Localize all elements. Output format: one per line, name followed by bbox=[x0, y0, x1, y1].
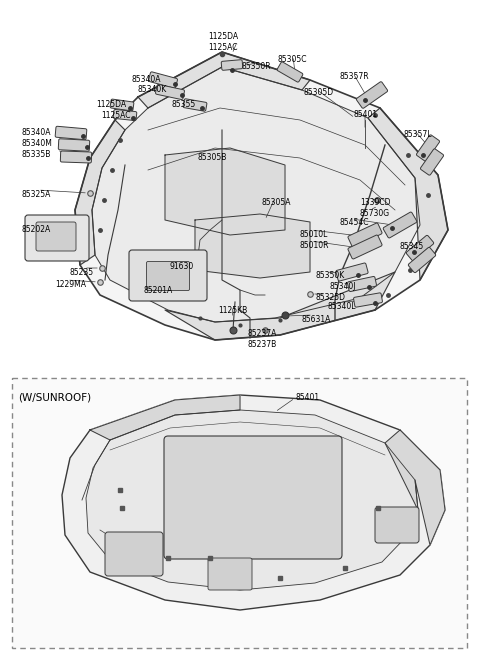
Text: 85202A: 85202A bbox=[22, 225, 51, 234]
Text: 1339CD: 1339CD bbox=[360, 198, 391, 207]
Text: 85305B: 85305B bbox=[198, 153, 228, 162]
Polygon shape bbox=[165, 272, 395, 340]
Text: 85010L: 85010L bbox=[300, 230, 328, 239]
Text: 85340A: 85340A bbox=[22, 128, 51, 137]
Text: 1229MA: 1229MA bbox=[55, 280, 86, 289]
FancyBboxPatch shape bbox=[183, 99, 207, 111]
FancyBboxPatch shape bbox=[208, 558, 252, 590]
Text: 1125AC: 1125AC bbox=[208, 43, 238, 52]
Text: 85335B: 85335B bbox=[22, 150, 51, 159]
FancyBboxPatch shape bbox=[25, 215, 89, 261]
Polygon shape bbox=[92, 67, 420, 322]
FancyBboxPatch shape bbox=[105, 532, 163, 576]
Text: 85237A: 85237A bbox=[248, 329, 277, 338]
FancyBboxPatch shape bbox=[348, 235, 382, 259]
FancyBboxPatch shape bbox=[348, 223, 382, 247]
FancyBboxPatch shape bbox=[383, 212, 417, 238]
Polygon shape bbox=[165, 148, 285, 235]
FancyBboxPatch shape bbox=[221, 60, 243, 70]
Polygon shape bbox=[368, 108, 448, 280]
Text: 85305D: 85305D bbox=[303, 88, 333, 97]
FancyBboxPatch shape bbox=[60, 151, 92, 163]
Text: (W/SUNROOF): (W/SUNROOF) bbox=[18, 393, 91, 403]
FancyBboxPatch shape bbox=[408, 248, 436, 272]
Polygon shape bbox=[75, 52, 448, 340]
FancyBboxPatch shape bbox=[36, 222, 76, 251]
FancyBboxPatch shape bbox=[420, 149, 444, 175]
Text: 85305C: 85305C bbox=[278, 55, 308, 64]
Text: 85350R: 85350R bbox=[242, 62, 272, 71]
FancyBboxPatch shape bbox=[113, 109, 137, 121]
Polygon shape bbox=[90, 395, 240, 440]
FancyBboxPatch shape bbox=[417, 135, 440, 161]
Text: 85401: 85401 bbox=[295, 393, 319, 402]
Text: 85357R: 85357R bbox=[340, 72, 370, 81]
Text: 1125DA: 1125DA bbox=[96, 100, 126, 109]
Text: 85325A: 85325A bbox=[22, 190, 51, 199]
FancyBboxPatch shape bbox=[110, 99, 134, 111]
Text: 85305A: 85305A bbox=[262, 198, 291, 207]
Text: 85010R: 85010R bbox=[300, 241, 329, 250]
FancyBboxPatch shape bbox=[55, 126, 87, 140]
Text: 85340A: 85340A bbox=[132, 75, 161, 84]
Text: 85350K: 85350K bbox=[315, 271, 344, 280]
Text: 1125AC: 1125AC bbox=[101, 111, 131, 120]
FancyBboxPatch shape bbox=[348, 276, 376, 291]
Text: 85340J: 85340J bbox=[330, 282, 357, 291]
Text: 85357L: 85357L bbox=[403, 130, 432, 139]
Text: 85340K: 85340K bbox=[138, 85, 167, 94]
Text: 1125DA: 1125DA bbox=[208, 32, 238, 41]
FancyBboxPatch shape bbox=[375, 507, 419, 543]
Polygon shape bbox=[385, 430, 445, 545]
Text: 85401: 85401 bbox=[354, 110, 378, 119]
FancyBboxPatch shape bbox=[354, 293, 383, 307]
FancyBboxPatch shape bbox=[146, 261, 190, 291]
Text: 85340M: 85340M bbox=[22, 139, 53, 148]
FancyBboxPatch shape bbox=[356, 82, 388, 108]
Text: 85355: 85355 bbox=[172, 100, 196, 109]
Text: 85631A: 85631A bbox=[302, 315, 331, 324]
Polygon shape bbox=[75, 120, 125, 265]
FancyBboxPatch shape bbox=[156, 84, 184, 100]
Text: 85340L: 85340L bbox=[328, 302, 357, 311]
Text: 85454C: 85454C bbox=[340, 218, 370, 227]
Bar bbox=[12, 378, 467, 648]
Polygon shape bbox=[195, 214, 310, 278]
Polygon shape bbox=[86, 410, 418, 590]
Text: 85730G: 85730G bbox=[360, 209, 390, 218]
Text: 85201A: 85201A bbox=[144, 286, 173, 295]
Text: 85237B: 85237B bbox=[248, 340, 277, 349]
Polygon shape bbox=[62, 395, 445, 610]
FancyBboxPatch shape bbox=[129, 250, 207, 301]
FancyBboxPatch shape bbox=[148, 72, 178, 88]
Text: 85345: 85345 bbox=[400, 242, 424, 251]
FancyBboxPatch shape bbox=[406, 235, 434, 261]
Text: 91630: 91630 bbox=[170, 262, 194, 271]
Polygon shape bbox=[138, 52, 310, 108]
FancyBboxPatch shape bbox=[58, 139, 90, 151]
FancyBboxPatch shape bbox=[277, 62, 303, 82]
Text: 85235: 85235 bbox=[70, 268, 94, 277]
FancyBboxPatch shape bbox=[336, 263, 368, 281]
Text: 85325D: 85325D bbox=[315, 293, 345, 302]
Text: 1125KB: 1125KB bbox=[218, 306, 247, 315]
FancyBboxPatch shape bbox=[164, 436, 342, 559]
